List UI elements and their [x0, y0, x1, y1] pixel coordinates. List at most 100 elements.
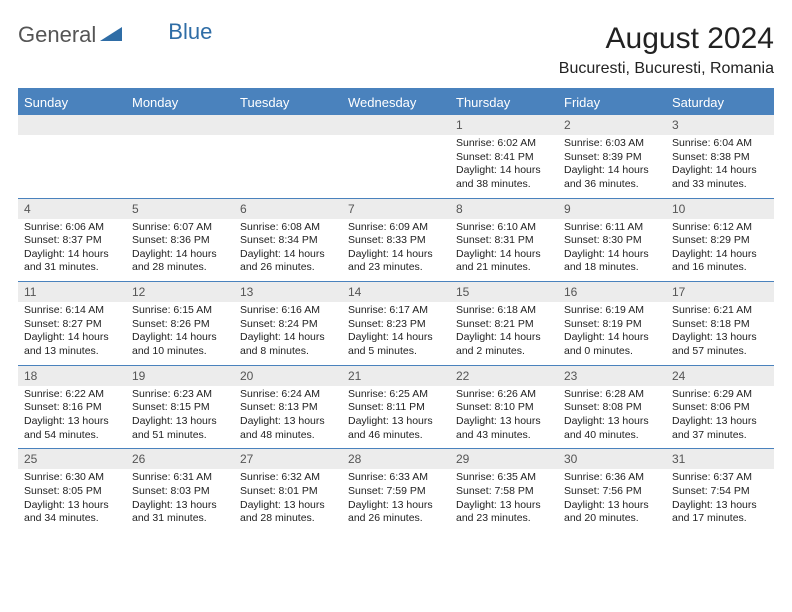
sunrise-text: Sunrise: 6:30 AM — [24, 471, 120, 485]
daylight-text: Daylight: 13 hours and 34 minutes. — [24, 499, 120, 526]
sunrise-text: Sunrise: 6:10 AM — [456, 221, 552, 235]
daylight-text: Daylight: 14 hours and 28 minutes. — [132, 248, 228, 275]
day-data: Sunrise: 6:19 AMSunset: 8:19 PMDaylight:… — [558, 302, 666, 365]
calendar-cell: 13Sunrise: 6:16 AMSunset: 8:24 PMDayligh… — [234, 282, 342, 366]
sunset-text: Sunset: 8:24 PM — [240, 318, 336, 332]
daylight-text: Daylight: 13 hours and 46 minutes. — [348, 415, 444, 442]
sunrise-text: Sunrise: 6:33 AM — [348, 471, 444, 485]
sunset-text: Sunset: 8:36 PM — [132, 234, 228, 248]
day-number: 5 — [126, 199, 234, 219]
sunrise-text: Sunrise: 6:19 AM — [564, 304, 660, 318]
day-header: Saturday — [666, 90, 774, 115]
sunrise-text: Sunrise: 6:35 AM — [456, 471, 552, 485]
day-number: 31 — [666, 449, 774, 469]
calendar-cell: 21Sunrise: 6:25 AMSunset: 8:11 PMDayligh… — [342, 365, 450, 449]
sunrise-text: Sunrise: 6:23 AM — [132, 388, 228, 402]
daylight-text: Daylight: 14 hours and 2 minutes. — [456, 331, 552, 358]
calendar-cell: 28Sunrise: 6:33 AMSunset: 7:59 PMDayligh… — [342, 449, 450, 532]
daylight-text: Daylight: 14 hours and 26 minutes. — [240, 248, 336, 275]
sunset-text: Sunset: 8:06 PM — [672, 401, 768, 415]
calendar-cell: 1Sunrise: 6:02 AMSunset: 8:41 PMDaylight… — [450, 115, 558, 198]
day-data: Sunrise: 6:32 AMSunset: 8:01 PMDaylight:… — [234, 469, 342, 532]
day-number: 12 — [126, 282, 234, 302]
day-data: Sunrise: 6:15 AMSunset: 8:26 PMDaylight:… — [126, 302, 234, 365]
day-number: 1 — [450, 115, 558, 135]
daylight-text: Daylight: 14 hours and 13 minutes. — [24, 331, 120, 358]
sunset-text: Sunset: 8:33 PM — [348, 234, 444, 248]
sunset-text: Sunset: 8:23 PM — [348, 318, 444, 332]
day-number-empty — [18, 115, 126, 135]
day-data: Sunrise: 6:03 AMSunset: 8:39 PMDaylight:… — [558, 135, 666, 198]
day-header: Thursday — [450, 90, 558, 115]
day-number: 3 — [666, 115, 774, 135]
day-number: 27 — [234, 449, 342, 469]
calendar-cell: 23Sunrise: 6:28 AMSunset: 8:08 PMDayligh… — [558, 365, 666, 449]
sunrise-text: Sunrise: 6:31 AM — [132, 471, 228, 485]
day-header: Sunday — [18, 90, 126, 115]
sunset-text: Sunset: 8:05 PM — [24, 485, 120, 499]
sunset-text: Sunset: 8:26 PM — [132, 318, 228, 332]
sunset-text: Sunset: 8:03 PM — [132, 485, 228, 499]
sunset-text: Sunset: 8:29 PM — [672, 234, 768, 248]
sunset-text: Sunset: 8:38 PM — [672, 151, 768, 165]
sunrise-text: Sunrise: 6:29 AM — [672, 388, 768, 402]
sunrise-text: Sunrise: 6:08 AM — [240, 221, 336, 235]
day-number: 14 — [342, 282, 450, 302]
calendar-cell: 12Sunrise: 6:15 AMSunset: 8:26 PMDayligh… — [126, 282, 234, 366]
calendar-cell: 7Sunrise: 6:09 AMSunset: 8:33 PMDaylight… — [342, 198, 450, 282]
day-number: 13 — [234, 282, 342, 302]
day-data: Sunrise: 6:08 AMSunset: 8:34 PMDaylight:… — [234, 219, 342, 282]
calendar-cell: 31Sunrise: 6:37 AMSunset: 7:54 PMDayligh… — [666, 449, 774, 532]
day-data: Sunrise: 6:31 AMSunset: 8:03 PMDaylight:… — [126, 469, 234, 532]
day-data: Sunrise: 6:04 AMSunset: 8:38 PMDaylight:… — [666, 135, 774, 198]
day-number: 11 — [18, 282, 126, 302]
sunset-text: Sunset: 8:34 PM — [240, 234, 336, 248]
day-header: Friday — [558, 90, 666, 115]
day-data: Sunrise: 6:29 AMSunset: 8:06 PMDaylight:… — [666, 386, 774, 449]
sunset-text: Sunset: 8:39 PM — [564, 151, 660, 165]
daylight-text: Daylight: 14 hours and 21 minutes. — [456, 248, 552, 275]
day-data: Sunrise: 6:24 AMSunset: 8:13 PMDaylight:… — [234, 386, 342, 449]
daylight-text: Daylight: 14 hours and 5 minutes. — [348, 331, 444, 358]
day-number: 8 — [450, 199, 558, 219]
calendar-cell: 30 Sunrise: 6:36 AMSunset: 7:56 PMDayligh… — [558, 449, 666, 532]
sunset-text: Sunset: 8:10 PM — [456, 401, 552, 415]
daylight-text: Daylight: 13 hours and 40 minutes. — [564, 415, 660, 442]
sunset-text: Sunset: 8:01 PM — [240, 485, 336, 499]
daylight-text: Daylight: 14 hours and 38 minutes. — [456, 164, 552, 191]
sunset-text: Sunset: 7:56 PM — [564, 485, 660, 499]
daylight-text: Daylight: 13 hours and 31 minutes. — [132, 499, 228, 526]
day-data: Sunrise: 6:07 AMSunset: 8:36 PMDaylight:… — [126, 219, 234, 282]
day-number-empty — [234, 115, 342, 135]
calendar-cell: 16Sunrise: 6:19 AMSunset: 8:19 PMDayligh… — [558, 282, 666, 366]
calendar-cell: 22Sunrise: 6:26 AMSunset: 8:10 PMDayligh… — [450, 365, 558, 449]
calendar-table: SundayMondayTuesdayWednesdayThursdayFrid… — [18, 90, 774, 532]
day-data: Sunrise: 6:21 AMSunset: 8:18 PMDaylight:… — [666, 302, 774, 365]
sunset-text: Sunset: 8:15 PM — [132, 401, 228, 415]
calendar-cell — [342, 115, 450, 198]
calendar-cell: 14Sunrise: 6:17 AMSunset: 8:23 PMDayligh… — [342, 282, 450, 366]
daylight-text: Daylight: 13 hours and 43 minutes. — [456, 415, 552, 442]
sunrise-text: Sunrise: 6:28 AM — [564, 388, 660, 402]
daylight-text: Daylight: 14 hours and 36 minutes. — [564, 164, 660, 191]
sunrise-text: Sunrise: 6:37 AM — [672, 471, 768, 485]
day-data: Sunrise: 6:10 AMSunset: 8:31 PMDaylight:… — [450, 219, 558, 282]
sunrise-text: Sunrise: 6:36 AM — [564, 471, 660, 485]
day-number: 30 — [558, 449, 666, 469]
sunrise-text: Sunrise: 6:21 AM — [672, 304, 768, 318]
day-data: Sunrise: 6:14 AMSunset: 8:27 PMDaylight:… — [18, 302, 126, 365]
daylight-text: Daylight: 14 hours and 16 minutes. — [672, 248, 768, 275]
sunset-text: Sunset: 8:13 PM — [240, 401, 336, 415]
daylight-text: Daylight: 13 hours and 48 minutes. — [240, 415, 336, 442]
calendar-cell: 3Sunrise: 6:04 AMSunset: 8:38 PMDaylight… — [666, 115, 774, 198]
sunrise-text: Sunrise: 6:26 AM — [456, 388, 552, 402]
day-number-empty — [342, 115, 450, 135]
logo-text-blue: Blue — [168, 19, 212, 45]
day-number: 16 — [558, 282, 666, 302]
sunset-text: Sunset: 7:58 PM — [456, 485, 552, 499]
daylight-text: Daylight: 13 hours and 20 minutes. — [564, 499, 660, 526]
day-data: Sunrise: 6:30 AMSunset: 8:05 PMDaylight:… — [18, 469, 126, 532]
day-data: Sunrise: 6:26 AMSunset: 8:10 PMDaylight:… — [450, 386, 558, 449]
calendar-cell — [126, 115, 234, 198]
day-number: 9 — [558, 199, 666, 219]
